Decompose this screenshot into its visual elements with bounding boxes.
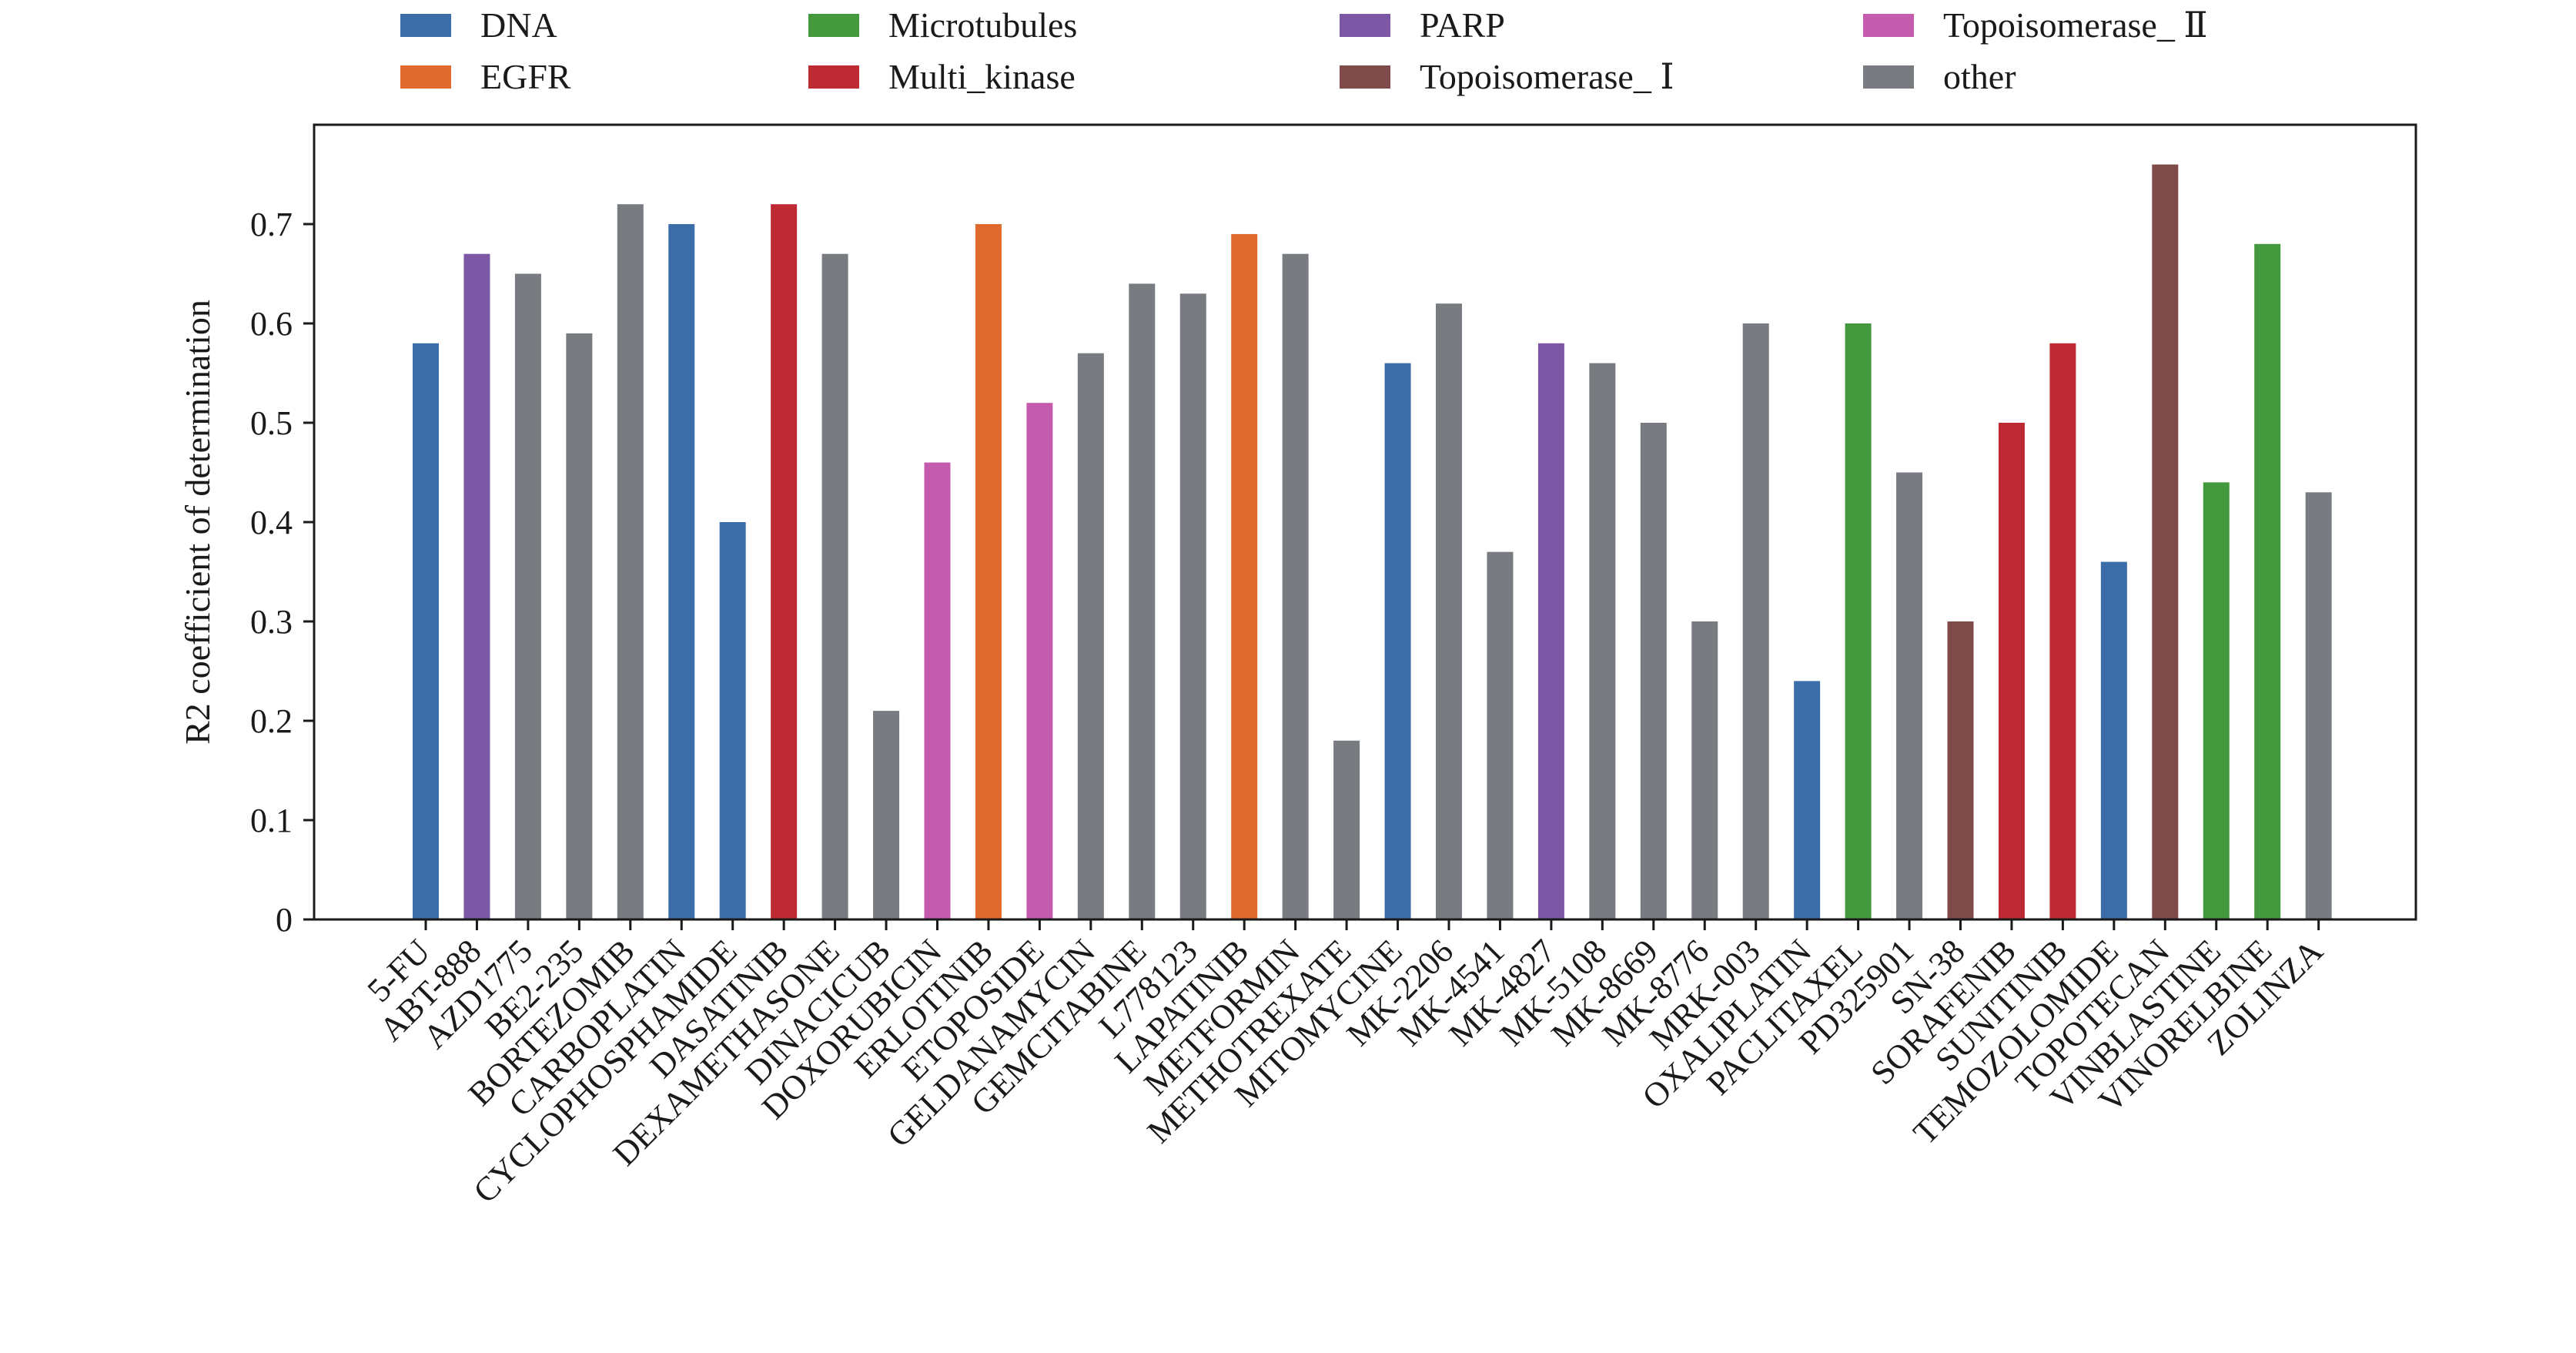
- legend-swatch: [1863, 65, 1914, 89]
- legend-swatch: [400, 14, 451, 37]
- bar: [1947, 621, 1974, 919]
- y-tick-label: 0.7: [250, 206, 293, 243]
- bar: [1077, 353, 1104, 919]
- legend-label: Topoisomerase_ Ⅰ: [1420, 57, 1674, 96]
- bar: [821, 253, 848, 919]
- bar: [1537, 343, 1564, 919]
- bar: [413, 343, 439, 919]
- legend-label: PARP: [1420, 5, 1505, 45]
- bar: [873, 711, 900, 919]
- bar: [1384, 363, 1411, 920]
- legend-swatch: [1340, 14, 1390, 37]
- legend-label: Topoisomerase_ Ⅱ: [1943, 5, 2208, 45]
- bar: [1231, 233, 1258, 919]
- y-tick-label: 0: [276, 901, 293, 939]
- legend-swatch: [1340, 65, 1390, 89]
- bar: [2203, 482, 2230, 919]
- bar: [668, 224, 695, 919]
- y-tick-label: 0.2: [250, 702, 293, 740]
- bar: [771, 204, 798, 919]
- bar: [463, 253, 490, 919]
- bar: [2100, 561, 2127, 919]
- plot-frame: [313, 123, 2417, 921]
- legend-swatch: [808, 14, 859, 37]
- legend-label: DNA: [480, 5, 557, 45]
- bar: [1436, 303, 1462, 919]
- legend-swatch: [808, 65, 859, 89]
- legend-label: EGFR: [480, 57, 571, 96]
- legend: DNA EGFR Microtubules Multi_kinase PARP Topoi…: [400, 5, 2208, 96]
- y-tick-label: 0.1: [250, 802, 293, 839]
- legend-label: Microtubules: [888, 5, 1077, 45]
- y-tick-label: 0.6: [250, 305, 293, 343]
- bar: [1129, 283, 1156, 919]
- y-axis-label: R2 coefficient of determination: [178, 300, 217, 745]
- bar: [1794, 681, 1821, 919]
- y-axis: 0 0.1 0.2 0.3 0.4 0.5 0.6 0.7: [250, 206, 314, 939]
- bar: [1896, 472, 1923, 919]
- legend-swatch: [1863, 14, 1914, 37]
- bar: [2254, 243, 2281, 919]
- bar: [719, 522, 746, 919]
- bar: [1845, 323, 1872, 919]
- legend-label: Multi_kinase: [888, 57, 1076, 96]
- bar: [1640, 423, 1667, 919]
- y-tick-label: 0.5: [250, 404, 293, 442]
- bar: [2049, 343, 2076, 919]
- bar: [1282, 253, 1309, 919]
- bar: [924, 462, 951, 919]
- bar: [566, 333, 593, 919]
- bar: [1742, 323, 1769, 919]
- legend-label: other: [1943, 57, 2016, 96]
- bar: [2152, 164, 2179, 920]
- bar: [2305, 492, 2332, 919]
- legend-swatch: [400, 65, 451, 89]
- bar: [1589, 363, 1616, 920]
- y-tick-label: 0.3: [250, 603, 293, 641]
- bar: [617, 204, 644, 919]
- bar: [1333, 740, 1360, 919]
- bar: [1998, 423, 2025, 919]
- bar: [1691, 621, 1718, 919]
- bar: [1487, 551, 1514, 919]
- y-tick-label: 0.4: [250, 504, 293, 541]
- bar: [975, 224, 1002, 919]
- x-axis: 5-FUABT-888AZD1775BE2-235BORTEZOMIBCARBO…: [360, 919, 2330, 1211]
- bar: [514, 273, 541, 919]
- bars: [413, 164, 2332, 920]
- bar: [1179, 293, 1206, 919]
- bar: [1026, 403, 1053, 919]
